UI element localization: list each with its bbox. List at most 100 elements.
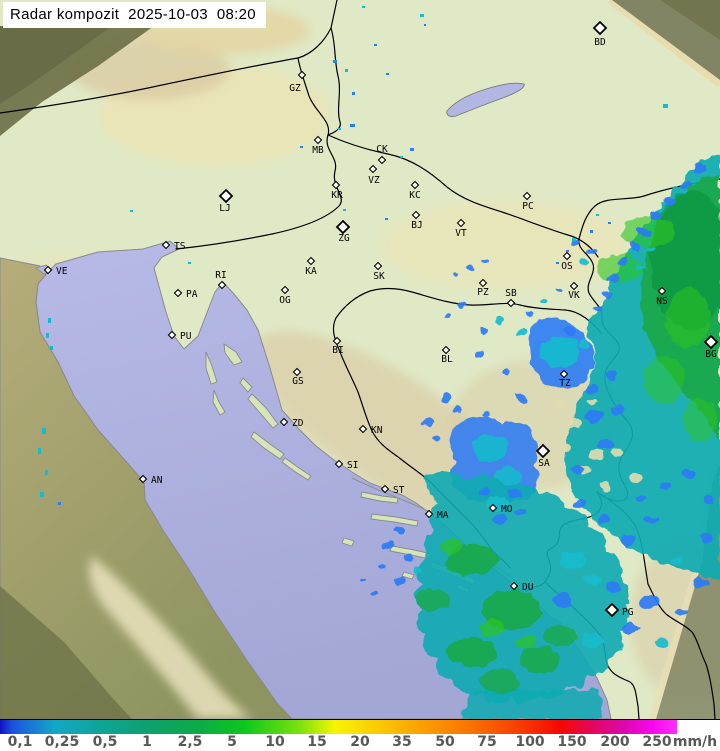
echo-blob: [480, 329, 488, 335]
city-diamond-PA: [173, 288, 183, 298]
echo-blob: [441, 394, 451, 402]
echo-blob: [598, 516, 610, 524]
legend-tick-label: 1: [142, 734, 152, 750]
legend-tick-label: 35: [392, 734, 412, 750]
echo-blob: [619, 258, 629, 266]
city-diamond-GS: [292, 367, 302, 377]
city-label-NS: NS: [656, 296, 668, 307]
city-diamond-PC: [522, 191, 532, 201]
city-diamond-SK: [373, 261, 383, 271]
echo-blob: [680, 180, 692, 188]
city-label-BI: BI: [332, 345, 343, 356]
city-label-ST: ST: [393, 485, 405, 496]
legend: 0,1 0,25 0,5 1 2,5 5 10 15 20 35 50 75 100 150 200 250 m…: [0, 719, 720, 751]
echo-blob: [540, 299, 548, 305]
echo-dot: [374, 44, 377, 46]
echo-blob: [453, 272, 459, 276]
city-diamond-TS: [161, 240, 171, 250]
echo-blob: [583, 574, 601, 586]
city-diamond-VT: [456, 218, 466, 228]
italy-landmass: [0, 257, 293, 719]
echo-dot: [608, 222, 611, 224]
city-label-TZ: TZ: [559, 378, 571, 389]
echo-blob: [395, 578, 405, 586]
echo-blob: [443, 314, 449, 318]
out-coverage-bottom-left: [0, 586, 132, 719]
echo-blob: [607, 583, 621, 593]
legend-tick-label: 0,5: [92, 734, 118, 750]
city-diamond-BJ: [411, 210, 421, 220]
italy-range-highlight: [89, 556, 252, 719]
echo-blob: [699, 533, 713, 543]
echo-blob: [593, 305, 603, 311]
city-label-MO: MO: [501, 504, 513, 515]
city-label-KA: KA: [305, 266, 317, 277]
city-label-MB: MB: [312, 145, 324, 156]
echo-blob: [609, 274, 619, 282]
city-diamond-TZ: [559, 369, 569, 379]
echo-dot: [556, 262, 559, 264]
echo-blob: [502, 369, 510, 375]
radar-map: Radar kompozit 2025-10-03 08:20: [0, 0, 720, 719]
city-diamond-OS: [562, 251, 572, 261]
city-diamond-MB: [313, 135, 323, 145]
city-label-AN: AN: [151, 475, 163, 486]
city-diamond-MO: [488, 503, 498, 513]
city-diamond-GZ: [297, 70, 307, 80]
city-label-CK: CK: [376, 144, 388, 155]
echo-blob: [645, 516, 659, 524]
city-diamond-BG: [703, 334, 719, 350]
city-label-DU: DU: [522, 582, 534, 593]
map-canvas: GZ BD MB CK VZ KR KC ZG BJ VT PC KA SK OS PZ SB VK NS BG VE…: [0, 0, 720, 719]
echo-blob: [702, 496, 714, 504]
echo-blob: [573, 500, 587, 508]
city-diamond-BL: [441, 345, 451, 355]
city-diamond-OG: [280, 285, 290, 295]
echo-dot: [590, 230, 593, 233]
city-label-BG: BG: [705, 349, 717, 360]
echo-dot: [338, 128, 341, 130]
city-diamond-VK: [569, 281, 579, 291]
echo-blob: [483, 260, 489, 264]
city-diamond-PZ: [478, 278, 488, 288]
echo-blob: [676, 608, 688, 616]
city-diamond-VZ: [368, 164, 378, 174]
echo-blob: [640, 595, 660, 609]
echo-blob: [516, 394, 528, 402]
city-diamond-SB: [506, 298, 516, 308]
echo-blob: [378, 563, 386, 569]
legend-tick-label: 5: [227, 734, 237, 750]
city-label-OS: OS: [561, 261, 573, 272]
echo-blob: [495, 316, 505, 324]
echo-dot: [362, 6, 365, 8]
echo-blob: [359, 578, 365, 582]
echo-blob: [526, 311, 534, 317]
echo-dot: [343, 209, 346, 211]
echo-blob: [647, 247, 657, 253]
city-label-GZ: GZ: [289, 83, 301, 94]
city-diamond-PU: [167, 330, 177, 340]
echo-dot: [424, 24, 426, 26]
echo-blob: [405, 554, 415, 562]
echo-blob: [658, 482, 670, 490]
echo-dot: [50, 346, 53, 350]
echo-blob: [458, 301, 466, 307]
legend-unit-label: mm/h: [672, 734, 718, 750]
echo-blob: [394, 526, 406, 534]
echo-blob: [494, 516, 506, 524]
echo-blob: [515, 508, 525, 516]
legend-tick-label: 50: [435, 734, 455, 750]
city-label-BL: BL: [441, 354, 453, 365]
echo-dot: [385, 218, 388, 220]
echo-blob: [655, 637, 669, 647]
echo-dot: [345, 69, 348, 72]
echo-blob: [413, 568, 423, 576]
echo-blob: [579, 340, 589, 348]
city-diamond-RI: [217, 280, 227, 290]
city-label-KR: KR: [331, 190, 343, 201]
city-diamond-NS: [657, 286, 667, 296]
echo-blob: [598, 438, 614, 450]
city-diamond-ST: [380, 484, 390, 494]
echo-blob: [454, 407, 462, 413]
